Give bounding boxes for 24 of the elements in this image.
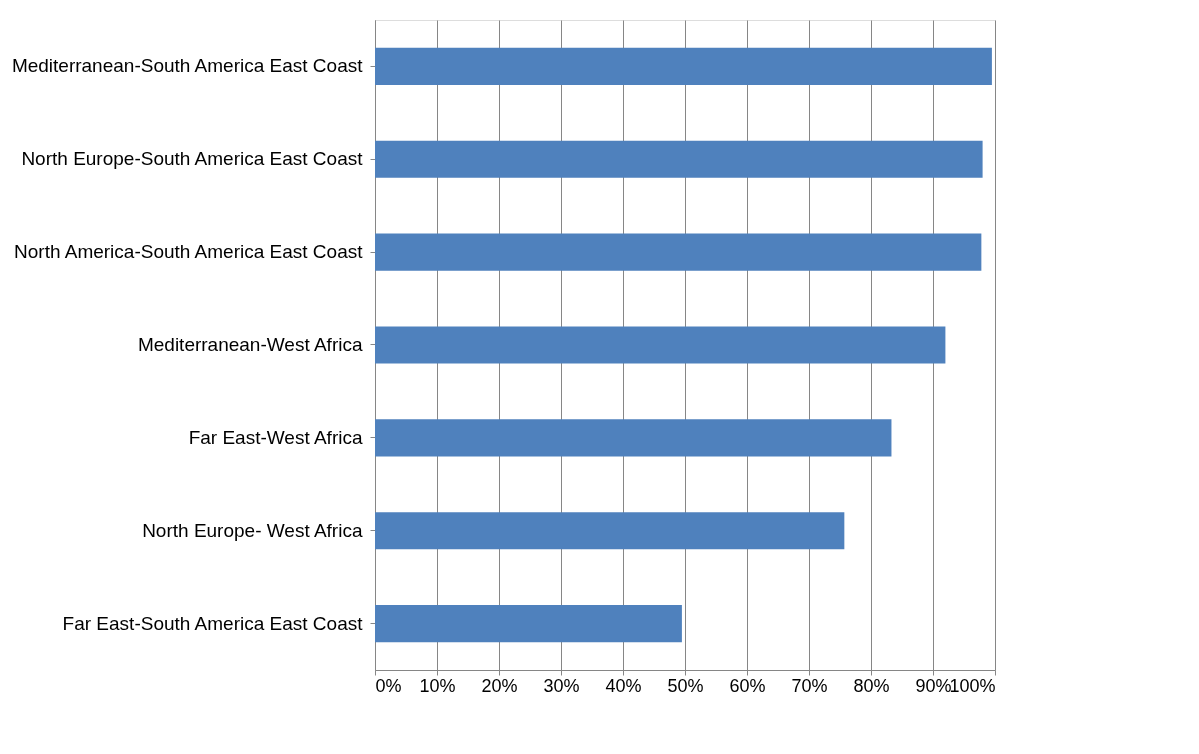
y-tick-label: Mediterranean-West Africa <box>137 334 363 355</box>
x-tick-label: 20% <box>481 675 518 696</box>
x-tick-label: 40% <box>605 675 642 696</box>
bar <box>375 326 946 364</box>
bar <box>375 605 682 643</box>
bar <box>375 47 992 85</box>
bar <box>375 512 845 550</box>
y-tick-label: Far East-West Africa <box>188 426 363 448</box>
y-tick-label: North America-South America East Coast <box>14 241 364 263</box>
y-tick-label: North Europe-South America East Coast <box>21 148 364 170</box>
y-tick-label: North Europe- West Africa <box>142 519 363 541</box>
x-tick-label: 80% <box>853 675 890 696</box>
y-tick-label: Mediterranean-South America East Coast <box>11 55 364 77</box>
x-tick-label: 90% <box>915 675 952 696</box>
x-tick-label: 60% <box>729 675 766 696</box>
x-tick-label: 30% <box>543 675 580 696</box>
bar <box>375 233 982 271</box>
x-tick-label: 50% <box>667 675 704 696</box>
bar <box>375 140 983 178</box>
x-tick-label: 70% <box>791 675 828 696</box>
x-tick-label: 10% <box>419 675 456 696</box>
y-tick-label: Far East-South America East Coast <box>62 612 364 634</box>
x-tick-label: 0% <box>375 675 402 696</box>
bar <box>375 419 892 457</box>
